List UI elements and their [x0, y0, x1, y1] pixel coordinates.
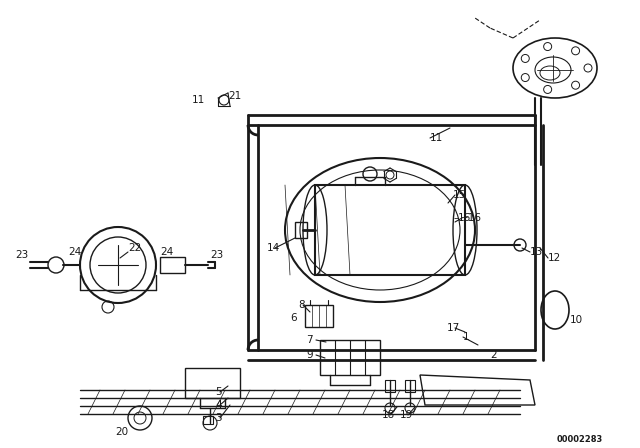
Text: 21: 21 [228, 91, 241, 101]
Text: 23: 23 [210, 250, 223, 260]
Text: 6: 6 [290, 313, 296, 323]
Text: 23: 23 [15, 250, 28, 260]
Text: 19: 19 [400, 410, 413, 420]
Text: 13: 13 [530, 247, 543, 257]
Bar [185, 368, 240, 398]
Text: 3: 3 [215, 413, 221, 423]
Text: 12: 12 [548, 253, 561, 263]
Text: 15: 15 [453, 190, 467, 200]
Text: 7: 7 [306, 335, 312, 345]
Text: 24: 24 [160, 247, 173, 257]
Text: 24: 24 [68, 247, 81, 257]
Text: 9: 9 [306, 350, 312, 360]
Bar [203, 416, 213, 424]
Text: 5: 5 [215, 387, 221, 397]
Text: 16: 16 [458, 213, 471, 223]
Text: 20: 20 [115, 427, 128, 437]
Bar [405, 380, 415, 392]
Text: 14: 14 [267, 243, 280, 253]
Text: 00002283: 00002283 [557, 435, 603, 444]
Text: 2: 2 [490, 350, 497, 360]
Bar [295, 222, 307, 238]
Bar [305, 305, 333, 327]
Text: 4: 4 [215, 400, 221, 410]
Text: 8: 8 [298, 300, 305, 310]
Text: 18: 18 [382, 410, 396, 420]
Text: 22: 22 [128, 243, 141, 253]
Text: −16: −16 [460, 213, 482, 223]
Text: 11: 11 [192, 95, 205, 105]
Text: 17: 17 [447, 323, 460, 333]
Text: –: – [453, 213, 458, 223]
Text: 11: 11 [430, 133, 444, 143]
Bar [320, 340, 380, 375]
Bar [385, 380, 395, 392]
Text: 1: 1 [463, 332, 470, 342]
Bar [315, 185, 465, 275]
Text: 10: 10 [570, 315, 583, 325]
Bar [160, 257, 185, 273]
